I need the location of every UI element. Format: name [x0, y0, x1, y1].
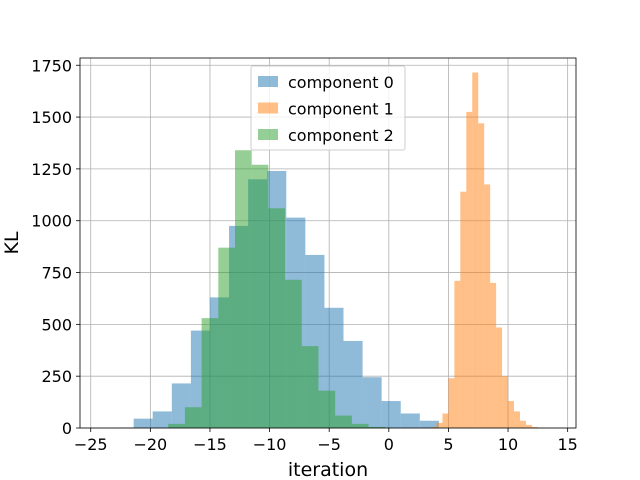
legend: component 0 component 1 component 2 — [250, 65, 406, 151]
histogram-bar — [218, 247, 235, 428]
histogram-bar — [484, 184, 491, 428]
histogram-bar — [519, 420, 526, 428]
histogram-bar — [442, 413, 449, 428]
x-tick-label: −20 — [133, 435, 167, 454]
histogram-bar — [472, 72, 479, 429]
x-tick-label: 10 — [498, 435, 518, 454]
histogram-bar — [152, 411, 172, 428]
legend-label: component 0 — [288, 73, 394, 92]
legend-box — [250, 65, 406, 151]
x-tick-label: 0 — [384, 435, 394, 454]
axis-ticks: −25 −20 −15 −10 −5 0 5 10 15 0 250 500 750 1000 1250 15… — [31, 56, 578, 454]
x-tick-label: −25 — [74, 435, 108, 454]
histogram-bar — [301, 346, 319, 428]
legend-label: component 2 — [288, 126, 394, 145]
histogram-bar — [362, 377, 382, 428]
x-axis-label: iteration — [288, 459, 368, 480]
y-axis-label: KL — [1, 231, 23, 254]
y-tick-label: 1750 — [31, 56, 72, 75]
histogram-bar — [351, 423, 369, 428]
x-tick-label: 15 — [557, 435, 577, 454]
histogram-bar — [460, 191, 467, 428]
histogram-bar — [400, 413, 420, 428]
histogram-bar — [490, 282, 497, 428]
histogram-bar — [496, 327, 503, 428]
histogram-bar — [318, 390, 336, 428]
histogram-bar — [335, 415, 352, 428]
histogram-bar — [268, 208, 286, 428]
histogram-bars — [114, 72, 544, 429]
plot-frame — [79, 57, 577, 429]
series-1-bars — [430, 72, 544, 429]
histogram-bar — [201, 318, 219, 428]
histogram-bar — [168, 423, 185, 428]
y-tick-label: 250 — [41, 367, 72, 386]
histogram-bar — [419, 420, 439, 428]
histogram-bar — [133, 418, 153, 428]
histogram-bar — [531, 426, 538, 428]
y-tick-label: 1000 — [31, 212, 72, 231]
histogram-bar — [381, 401, 401, 428]
histogram-bar — [478, 123, 485, 428]
y-tick-label: 500 — [41, 315, 72, 334]
histogram-bar — [343, 340, 363, 428]
histogram-bar — [454, 280, 461, 428]
y-tick-label: 1500 — [31, 108, 72, 127]
x-tick-label: 5 — [443, 435, 453, 454]
y-tick-label: 750 — [41, 264, 72, 283]
x-tick-label: −10 — [253, 435, 287, 454]
legend-swatch — [258, 129, 278, 140]
histogram-bar — [430, 426, 437, 428]
series-2-bars — [168, 150, 386, 428]
histogram-bar — [251, 164, 269, 428]
histogram-bar — [502, 376, 509, 428]
histogram-bar — [466, 111, 473, 428]
histogram-bar — [508, 401, 514, 428]
histogram-bar — [514, 411, 520, 428]
legend-label: component 1 — [288, 100, 394, 119]
y-tick-label: 0 — [62, 419, 72, 438]
legend-swatch — [258, 102, 278, 114]
histogram-bar — [184, 407, 202, 428]
histogram-bar — [285, 279, 302, 428]
x-tick-label: −15 — [193, 435, 227, 454]
histogram-bar — [525, 424, 532, 428]
x-tick-label: −5 — [317, 435, 341, 454]
histogram-bar — [436, 422, 443, 428]
y-tick-label: 1250 — [31, 160, 72, 179]
histogram-bar — [448, 378, 455, 428]
legend-swatch — [258, 76, 278, 87]
histogram-bar — [235, 150, 252, 428]
histogram-bar — [368, 426, 386, 428]
